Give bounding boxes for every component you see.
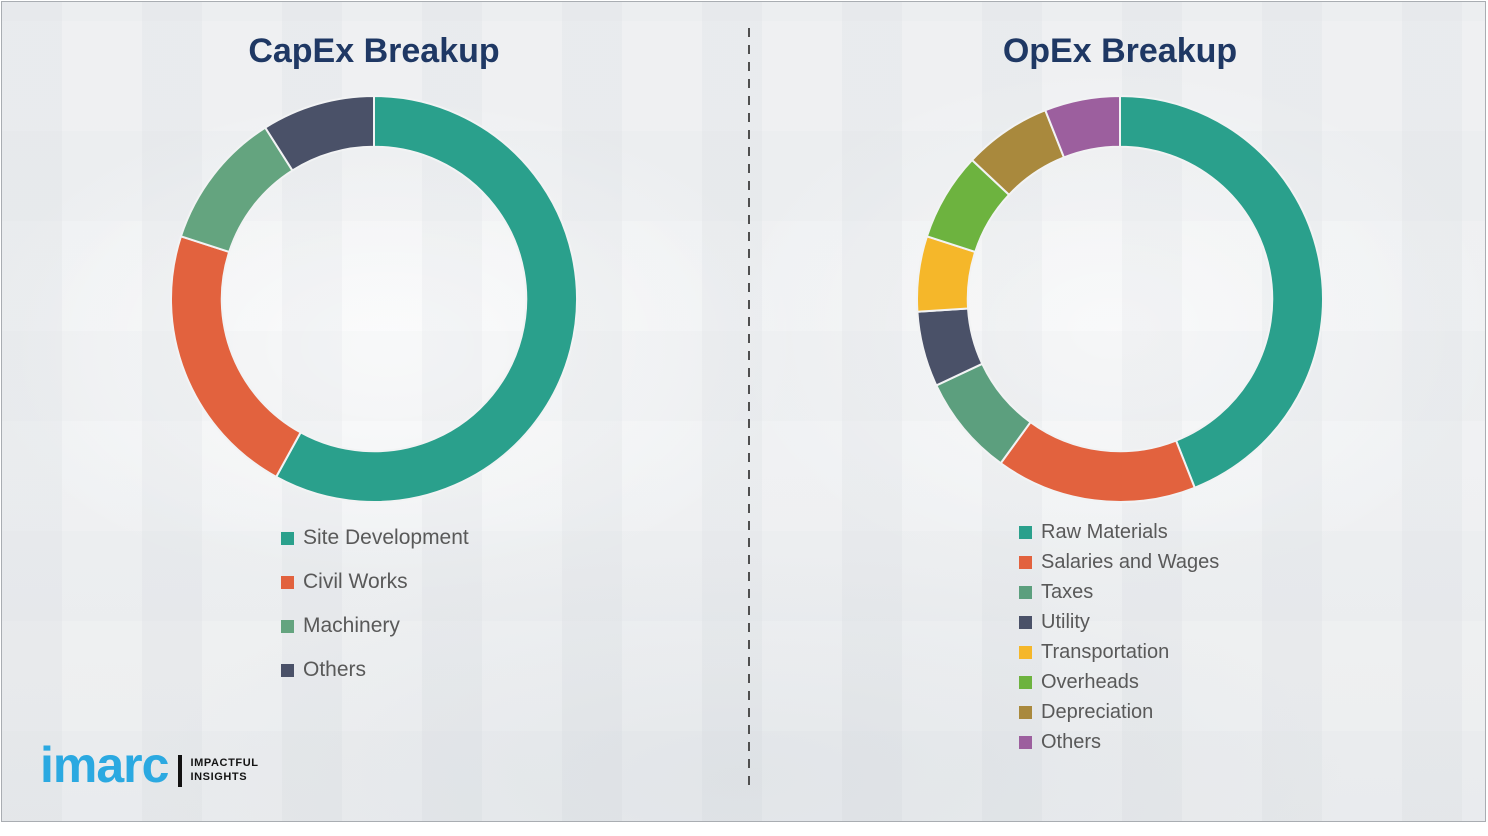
legend-item: Overheads xyxy=(1019,667,1219,697)
donut-slice-site-development xyxy=(275,95,578,503)
opex-legend: Raw Materials Salaries and Wages Taxes Util… xyxy=(1019,517,1219,757)
capex-title: CapEx Breakup xyxy=(248,32,500,70)
opex-panel: OpEx Breakup Raw Materials Salaries and W… xyxy=(748,2,1488,824)
donut-slice-raw-materials xyxy=(1119,95,1324,489)
imarc-tagline: IMPACTFUL INSIGHTS xyxy=(190,757,258,785)
legend-label: Salaries and Wages xyxy=(1041,550,1220,573)
legend-item: Salaries and Wages xyxy=(1019,547,1219,577)
legend-item: Utility xyxy=(1019,607,1219,637)
legend-item: Taxes xyxy=(1019,577,1219,607)
legend-item: Machinery xyxy=(281,604,469,648)
tagline-line1: IMPACTFUL xyxy=(190,757,259,770)
imarc-logo-wordmark: imarc xyxy=(40,737,169,793)
legend-label: Civil Works xyxy=(303,570,408,593)
legend-swatch xyxy=(281,619,294,633)
legend-swatch xyxy=(1019,615,1032,629)
tagline-line2: INSIGHTS xyxy=(190,771,248,783)
legend-swatch xyxy=(1019,735,1032,749)
capex-donut-chart xyxy=(170,95,578,503)
legend-swatch xyxy=(281,575,294,589)
legend-swatch xyxy=(1019,645,1032,659)
legend-label: Raw Materials xyxy=(1041,520,1168,543)
legend-label: Overheads xyxy=(1041,670,1139,693)
legend-item: Others xyxy=(281,648,469,692)
donut-slice-machinery xyxy=(179,126,294,253)
legend-item: Transportation xyxy=(1019,637,1219,667)
legend-label: Utility xyxy=(1041,610,1090,633)
legend-label: Transportation xyxy=(1041,640,1170,663)
opex-donut-chart xyxy=(916,95,1324,503)
legend-swatch xyxy=(1019,585,1032,599)
donut-slice-civil-works xyxy=(170,235,302,478)
donut-slice-salaries-and-wages xyxy=(999,421,1196,503)
legend-item: Depreciation xyxy=(1019,697,1219,727)
legend-item: Civil Works xyxy=(281,560,469,604)
legend-item: Others xyxy=(1019,727,1219,757)
legend-swatch xyxy=(1019,525,1032,539)
legend-label: Others xyxy=(303,658,367,681)
legend-label: Machinery xyxy=(303,614,400,637)
legend-swatch xyxy=(281,531,294,545)
legend-label: Site Development xyxy=(303,526,469,549)
legend-swatch xyxy=(281,663,294,677)
logo-divider-bar xyxy=(178,755,183,787)
legend-label: Depreciation xyxy=(1041,700,1154,723)
donut-slice-others xyxy=(1044,95,1121,159)
imarc-logo: imarc IMPACTFUL INSIGHTS xyxy=(40,740,259,794)
legend-swatch xyxy=(1019,705,1032,719)
opex-title: OpEx Breakup xyxy=(1002,32,1238,70)
capex-legend: Site Development Civil Works Machinery Othe… xyxy=(281,516,469,692)
legend-item: Site Development xyxy=(281,516,469,560)
vertical-dashed-divider xyxy=(748,28,750,792)
legend-item: Raw Materials xyxy=(1019,517,1219,547)
legend-label: Taxes xyxy=(1041,580,1094,603)
legend-swatch xyxy=(1019,675,1032,689)
capex-panel: CapEx Breakup Site Development Civil Work… xyxy=(2,2,746,824)
donut-slice-others xyxy=(264,95,375,172)
legend-swatch xyxy=(1019,555,1032,569)
legend-label: Others xyxy=(1041,730,1102,753)
